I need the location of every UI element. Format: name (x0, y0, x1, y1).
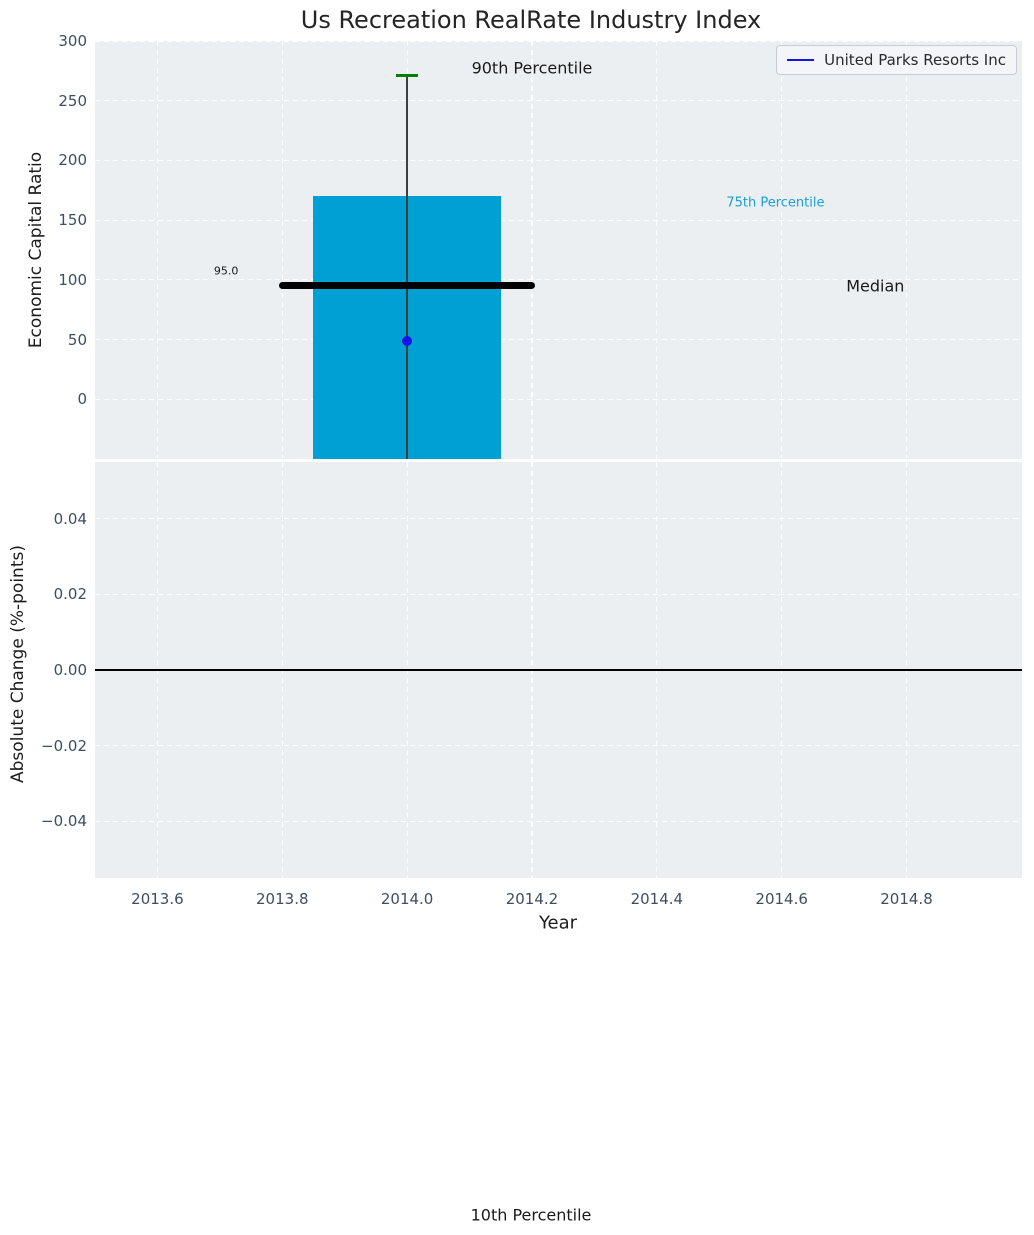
y-tick-label: 0.02 (53, 585, 87, 604)
gridline-horizontal (95, 338, 1022, 341)
median-annotation: Median (846, 276, 905, 296)
axes-absolute-change (95, 462, 1022, 878)
median-line (278, 282, 536, 290)
gridline-horizontal (95, 159, 1022, 162)
x-tick-label: 2014.2 (505, 890, 559, 908)
gridline-horizontal (95, 820, 1022, 822)
gridline-horizontal (95, 100, 1022, 102)
y-tick-label: 250 (58, 91, 87, 110)
zero-reference-line (95, 669, 1022, 671)
y-tick-label: 0.04 (53, 509, 87, 528)
chart-title: Us Recreation RealRate Industry Index (300, 6, 762, 34)
legend-label: United Parks Resorts Inc (824, 51, 1006, 69)
x-tick-label: 2014.0 (380, 890, 434, 908)
axes-economic-capital-ratio (95, 41, 1022, 459)
x-tick-label: 2013.6 (131, 890, 184, 908)
gridline-horizontal (95, 219, 1022, 221)
gridline-vertical (281, 41, 283, 459)
p90-whisker-cap (396, 73, 419, 78)
y-tick-label: 150 (58, 211, 87, 230)
x-tick-label: 2013.8 (256, 890, 309, 908)
gridline-horizontal (95, 593, 1022, 595)
gridline-vertical (905, 41, 908, 459)
gridline-horizontal (95, 518, 1022, 520)
y-tick-label: −0.04 (41, 812, 87, 831)
y-axis-label-economic-capital-ratio: Economic Capital Ratio (26, 151, 46, 349)
gridline-horizontal (95, 279, 1022, 281)
y-tick-label: −0.02 (41, 736, 87, 755)
gridline-vertical (656, 41, 658, 459)
legend: United Parks Resorts Inc (776, 45, 1017, 75)
gridline-vertical (781, 41, 783, 459)
x-tick-label: 2014.6 (755, 890, 808, 908)
gridline-horizontal (95, 398, 1022, 400)
p10-percentile-annotation: 10th Percentile (470, 1205, 592, 1225)
y-tick-label: 0.00 (53, 661, 87, 679)
median-value-annotation: 95.0 (213, 264, 239, 278)
gridline-vertical (531, 41, 533, 459)
gridline-horizontal (95, 41, 1022, 42)
p90-whisker-line (406, 75, 408, 459)
gridline-horizontal (95, 745, 1022, 747)
y-axis-label-absolute-change: Absolute Change (%-points) (8, 545, 28, 783)
p90-percentile-annotation: 90th Percentile (471, 58, 593, 78)
y-tick-label: 0 (77, 390, 87, 409)
y-tick-label: 100 (58, 270, 87, 289)
x-axis-label-year: Year (538, 912, 578, 934)
legend-line-icon (787, 58, 815, 62)
y-tick-label: 50 (67, 330, 87, 349)
gridline-vertical (156, 41, 158, 459)
company-data-point (402, 335, 413, 346)
y-tick-label: 300 (58, 32, 87, 50)
x-tick-label: 2014.8 (880, 890, 933, 908)
y-tick-label: 200 (58, 151, 87, 170)
x-tick-label: 2014.4 (630, 890, 684, 908)
p75-percentile-annotation: 75th Percentile (726, 195, 825, 211)
